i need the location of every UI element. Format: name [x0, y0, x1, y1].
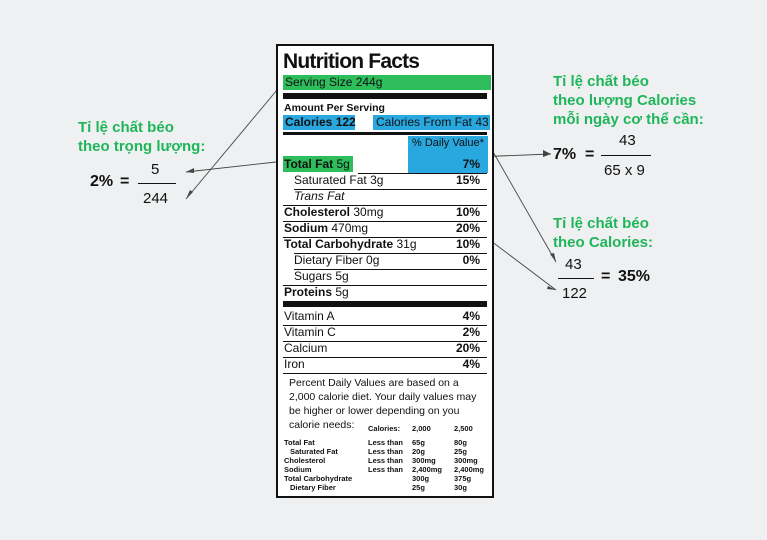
calories-from-fat: Calories From Fat 43 [373, 115, 490, 130]
formula-daily-numerator: 43 [619, 132, 636, 149]
thin-rule [283, 205, 487, 206]
nutrient-row-proteins: Proteins 5g [284, 285, 349, 299]
nutrient-row-trans-fat: Trans Fat [294, 189, 345, 203]
nutrient-row-total-fat: Total Fat 5g 7% [284, 157, 480, 171]
thin-rule [283, 285, 487, 286]
medium-rule [283, 132, 487, 135]
daily-value-header: % Daily Value* [412, 137, 484, 149]
fraction-line [558, 278, 594, 279]
vitamin-row-c: Vitamin C 2% [284, 325, 480, 339]
thin-rule [283, 357, 487, 358]
daily-value-box: % Daily Value* [408, 136, 488, 173]
serving-size: Serving Size 244g [283, 75, 491, 90]
formula-weight-equals: = [120, 173, 130, 190]
vitamin-row-calcium: Calcium 20% [284, 341, 480, 355]
nutrient-row-dietary-fiber: Dietary Fiber 0g 0% [294, 253, 480, 267]
formula-calories-numerator: 43 [565, 256, 582, 273]
thin-rule [283, 341, 487, 342]
formula-daily-result: 7% [553, 146, 577, 163]
calories: Calories 122 [283, 115, 356, 130]
formula-weight-numerator: 5 [151, 161, 160, 178]
formula-weight-result: 2% [90, 173, 114, 190]
nutrient-row-cholesterol: Cholesterol 30mg 10% [284, 205, 480, 219]
formula-calories-result: 35% [618, 268, 651, 285]
thin-rule [283, 237, 487, 238]
arrowhead [186, 190, 193, 199]
arrowhead [550, 253, 556, 262]
total-fat-highlight [283, 156, 353, 172]
arrowhead [543, 150, 551, 157]
amount-per-serving: Amount Per Serving [284, 102, 385, 114]
annotation-calories-title: Tỉ lệ chất béo theo Calories: [553, 215, 654, 251]
nutrient-row-saturated-fat: Saturated Fat 3g 15% [294, 173, 480, 187]
formula-daily-denominator: 65 x 9 [604, 162, 645, 179]
formula-calories-equals: = [601, 268, 611, 285]
nutrient-row-sodium: Sodium 470mg 20% [284, 221, 480, 235]
formula-daily-equals: = [585, 146, 595, 163]
thick-rule [283, 93, 487, 99]
nutrient-row-sugars: Sugars 5g [294, 269, 349, 283]
formula-weight-denominator: 244 [143, 190, 169, 207]
fraction-line [601, 155, 651, 156]
thin-rule [283, 373, 487, 374]
annotation-weight-title: Tỉ lệ chất béo theo trọng lượng: [78, 119, 206, 155]
formula-calories-denominator: 122 [562, 285, 588, 302]
thin-rule [283, 325, 487, 326]
nutrition-facts-label: Nutrition Facts Serving Size 244g Amount… [276, 44, 494, 498]
nutrient-row-total-carbohydrate: Total Carbohydrate 31g 10% [284, 237, 480, 251]
thin-rule [358, 173, 487, 174]
arrowhead [186, 168, 194, 173]
thin-rule [294, 189, 487, 190]
thin-rule [294, 269, 487, 270]
annotation-daily-title: Tỉ lệ chất béo theo lượng Calories mỗi n… [553, 73, 704, 128]
thin-rule [294, 253, 487, 254]
connector-fat-to-numerator [185, 161, 277, 173]
label-title: Nutrition Facts [283, 50, 420, 73]
vitamin-row-a: Vitamin A 4% [284, 309, 480, 323]
footnote: Percent Daily Values are based on a 2,00… [289, 377, 477, 431]
thick-rule [283, 301, 487, 307]
connector-serving-to-denominator [185, 83, 283, 200]
fraction-line [138, 183, 176, 184]
thin-rule [283, 221, 487, 222]
arrowhead [547, 286, 556, 290]
vitamin-row-iron: Iron 4% [284, 357, 480, 371]
